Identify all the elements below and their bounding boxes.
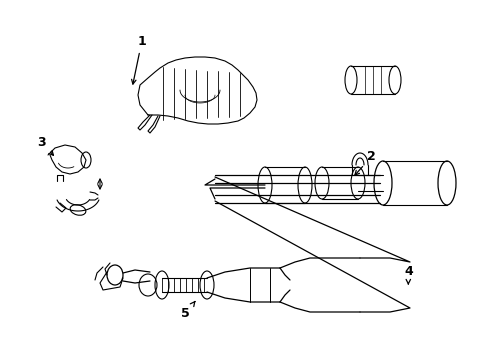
Text: 3: 3 xyxy=(37,136,53,155)
Text: 2: 2 xyxy=(354,150,375,175)
Text: 4: 4 xyxy=(403,265,412,284)
Text: 1: 1 xyxy=(131,35,146,84)
Text: 5: 5 xyxy=(181,301,195,320)
